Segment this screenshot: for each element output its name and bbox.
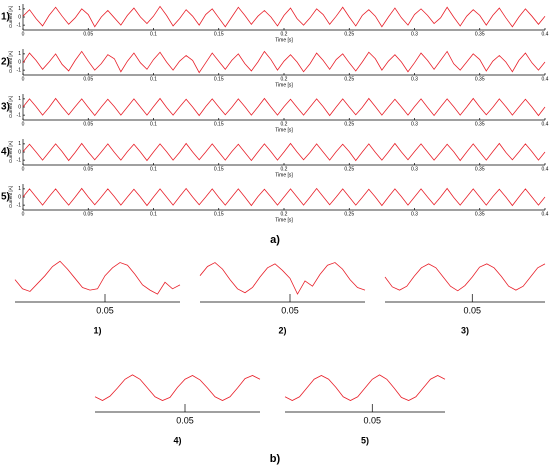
x-tick-label: 0.4 bbox=[542, 166, 549, 172]
y-axis-label: Current [A] bbox=[8, 141, 13, 163]
x-tick-label: 0.15 bbox=[214, 121, 224, 127]
x-tick-label: 0.25 bbox=[344, 76, 354, 82]
x-tick-label: 0.35 bbox=[475, 211, 485, 217]
x-tick-label: 0 bbox=[22, 121, 25, 127]
panel-label: 5) bbox=[1, 192, 10, 203]
panel-label: 3) bbox=[1, 102, 10, 113]
x-axis-label: Time [s] bbox=[275, 172, 293, 178]
x-tick-label: 0.2 bbox=[281, 121, 288, 127]
y-tick-label: 0 bbox=[18, 194, 21, 200]
y-axis-label: Current [A] bbox=[8, 186, 13, 208]
panel-label: 2) bbox=[1, 57, 10, 68]
x-tick-label: 0.25 bbox=[344, 211, 354, 217]
x-tick-label: 0.25 bbox=[344, 121, 354, 127]
x-tick-label: 0 bbox=[22, 211, 25, 217]
x-tick-label: 0.3 bbox=[411, 76, 418, 82]
y-tick-label: 1 bbox=[18, 96, 21, 102]
x-tick-label: 0.35 bbox=[475, 76, 485, 82]
x-axis-label: Time [s] bbox=[275, 37, 293, 43]
x-tick-label: 0.05 bbox=[176, 415, 194, 425]
x-tick-label: 0.2 bbox=[281, 166, 288, 172]
x-tick-label: 0.1 bbox=[150, 166, 157, 172]
x-tick-label: 0.1 bbox=[150, 31, 157, 37]
x-tick-label: 0.05 bbox=[96, 305, 114, 315]
x-tick-label: 0.4 bbox=[542, 31, 549, 37]
y-tick-label: -1 bbox=[17, 157, 22, 163]
x-tick-label: 0.3 bbox=[411, 121, 418, 127]
y-axis-label: Current [A] bbox=[8, 6, 13, 28]
x-tick-label: 0.05 bbox=[83, 121, 93, 127]
x-tick-label: 0.3 bbox=[411, 166, 418, 172]
x-tick-label: 0.05 bbox=[83, 76, 93, 82]
series-line bbox=[22, 187, 546, 207]
x-axis-label: Time [s] bbox=[275, 82, 293, 88]
panel-label: 4) bbox=[1, 147, 10, 158]
y-tick-label: 0 bbox=[18, 149, 21, 155]
series-line bbox=[22, 5, 546, 28]
x-axis-label: Time [s] bbox=[275, 127, 293, 133]
y-tick-label: 1 bbox=[18, 186, 21, 192]
series-line bbox=[384, 263, 546, 292]
x-tick-label: 0.05 bbox=[464, 305, 482, 315]
x-tick-label: 0.4 bbox=[542, 121, 549, 127]
x-tick-label: 0.1 bbox=[150, 76, 157, 82]
panel-label: 5) bbox=[361, 435, 369, 445]
x-tick-label: 0.3 bbox=[411, 211, 418, 217]
x-tick-label: 0.35 bbox=[475, 121, 485, 127]
x-tick-label: 0 bbox=[22, 31, 25, 37]
series-line bbox=[14, 260, 181, 295]
panel-label: 2) bbox=[278, 325, 286, 335]
x-tick-label: 0.2 bbox=[281, 211, 288, 217]
panel-label: 1) bbox=[1, 12, 10, 23]
x-axis-label: Time [s] bbox=[275, 217, 293, 223]
x-tick-label: 0.05 bbox=[83, 31, 93, 37]
x-tick-label: 0.2 bbox=[281, 76, 288, 82]
x-tick-label: 0.05 bbox=[281, 305, 299, 315]
panel-label: 1) bbox=[93, 325, 101, 335]
x-tick-label: 0.4 bbox=[542, 76, 549, 82]
series-line bbox=[22, 142, 546, 162]
x-tick-label: 0.15 bbox=[214, 76, 224, 82]
series-line bbox=[94, 374, 261, 401]
x-tick-label: 0.25 bbox=[344, 31, 354, 37]
y-tick-label: -1 bbox=[17, 112, 22, 118]
x-tick-label: 0.05 bbox=[83, 166, 93, 172]
x-tick-label: 0 bbox=[22, 76, 25, 82]
x-tick-label: 0.05 bbox=[83, 211, 93, 217]
panel-label: 4) bbox=[173, 435, 181, 445]
x-tick-label: 0 bbox=[22, 166, 25, 172]
figure-label: a) bbox=[270, 234, 280, 246]
y-tick-label: 1 bbox=[18, 51, 21, 57]
series-line bbox=[284, 374, 446, 401]
y-tick-label: 0 bbox=[18, 14, 21, 20]
series-line bbox=[199, 262, 366, 295]
x-tick-label: 0.15 bbox=[214, 211, 224, 217]
x-tick-label: 0.2 bbox=[281, 31, 288, 37]
y-axis-label: Current [A] bbox=[8, 96, 13, 118]
x-tick-label: 0.3 bbox=[411, 31, 418, 37]
x-tick-label: 0.4 bbox=[542, 211, 549, 217]
y-tick-label: -1 bbox=[17, 202, 22, 208]
series-line bbox=[22, 50, 546, 74]
x-tick-label: 0.05 bbox=[364, 415, 382, 425]
x-tick-label: 0.35 bbox=[475, 166, 485, 172]
series-line bbox=[22, 97, 546, 117]
panel-label: 3) bbox=[461, 325, 469, 335]
y-tick-label: 1 bbox=[18, 141, 21, 147]
x-tick-label: 0.15 bbox=[214, 31, 224, 37]
figure-label: b) bbox=[270, 453, 281, 465]
y-tick-label: -1 bbox=[17, 67, 22, 73]
y-tick-label: 0 bbox=[18, 104, 21, 110]
y-axis-label: Current [A] bbox=[8, 51, 13, 73]
x-tick-label: 0.1 bbox=[150, 121, 157, 127]
x-tick-label: 0.35 bbox=[475, 31, 485, 37]
x-tick-label: 0.1 bbox=[150, 211, 157, 217]
y-tick-label: 1 bbox=[18, 6, 21, 12]
y-tick-label: 0 bbox=[18, 59, 21, 65]
y-tick-label: -1 bbox=[17, 22, 22, 28]
x-tick-label: 0.15 bbox=[214, 166, 224, 172]
x-tick-label: 0.25 bbox=[344, 166, 354, 172]
